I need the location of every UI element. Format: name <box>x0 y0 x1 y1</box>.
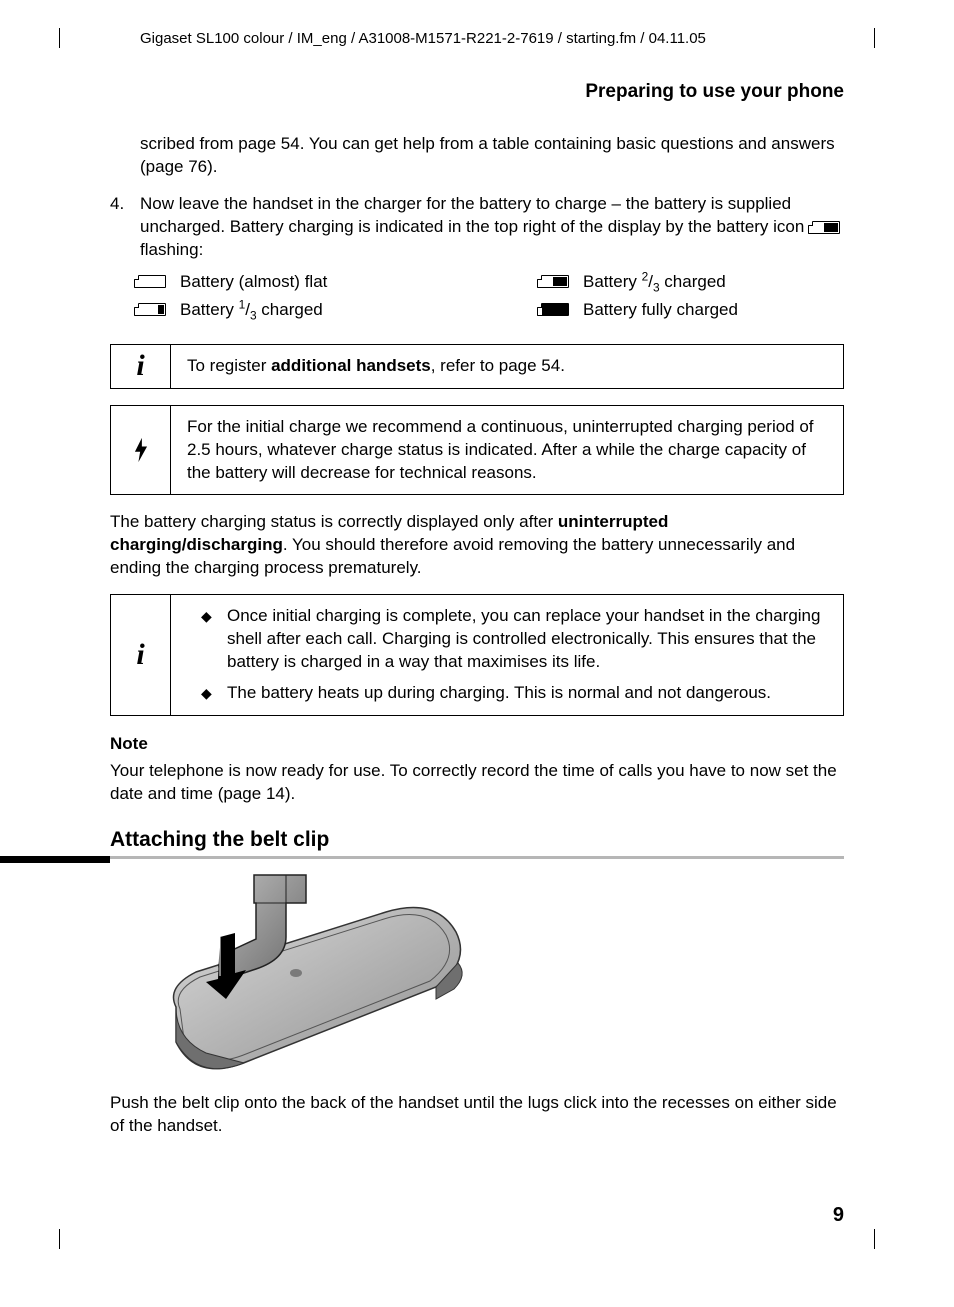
battery-flat: Battery (almost) flat <box>138 272 441 292</box>
page-number: 9 <box>833 1204 844 1227</box>
section-title: Preparing to use your phone <box>110 81 844 103</box>
charging-status-paragraph: The battery charging status is correctly… <box>110 511 844 580</box>
diamond-bullet-icon: ◆ <box>201 682 215 705</box>
belt-clip-illustration <box>136 867 844 1082</box>
info-icon: i <box>111 595 171 715</box>
diamond-bullet-icon: ◆ <box>201 605 215 674</box>
note-body: Your telephone is now ready for use. To … <box>110 760 844 806</box>
info-box-register: i To register additional handsets, refer… <box>110 344 844 389</box>
note-heading: Note <box>110 734 844 754</box>
subsection-heading: Attaching the belt clip <box>110 828 844 852</box>
continuation-paragraph: scribed from page 54. You can get help f… <box>110 133 844 179</box>
battery-icon-one-third <box>138 303 166 316</box>
belt-clip-text: Push the belt clip onto the back of the … <box>110 1092 844 1138</box>
info-box-tips: i ◆Once initial charging is complete, yo… <box>110 594 844 716</box>
info-box-charge: For the initial charge we recommend a co… <box>110 405 844 496</box>
info-text: To register additional handsets, refer t… <box>171 345 843 388</box>
heading-rule <box>110 856 844 859</box>
battery-icon-inline <box>812 221 840 234</box>
step-number: 4. <box>110 193 130 262</box>
step-4: 4. Now leave the handset in the charger … <box>110 193 844 262</box>
list-item: ◆Once initial charging is complete, you … <box>201 605 827 674</box>
battery-icon-empty <box>138 275 166 288</box>
info-icon: i <box>111 345 171 388</box>
tips-list: ◆Once initial charging is complete, you … <box>171 595 843 715</box>
battery-state-grid: Battery (almost) flat Battery 2/3 charge… <box>138 272 844 320</box>
doc-header: Gigaset SL100 colour / IM_eng / A31008-M… <box>110 30 844 47</box>
battery-icon-full <box>541 303 569 316</box>
battery-two-thirds: Battery 2/3 charged <box>541 272 844 292</box>
bolt-text: For the initial charge we recommend a co… <box>171 406 843 495</box>
battery-one-third: Battery 1/3 charged <box>138 300 441 320</box>
list-item: ◆The battery heats up during charging. T… <box>201 682 827 705</box>
step-text: Now leave the handset in the charger for… <box>140 193 844 262</box>
bolt-icon <box>111 406 171 495</box>
battery-full: Battery fully charged <box>541 300 844 320</box>
battery-icon-two-thirds <box>541 275 569 288</box>
